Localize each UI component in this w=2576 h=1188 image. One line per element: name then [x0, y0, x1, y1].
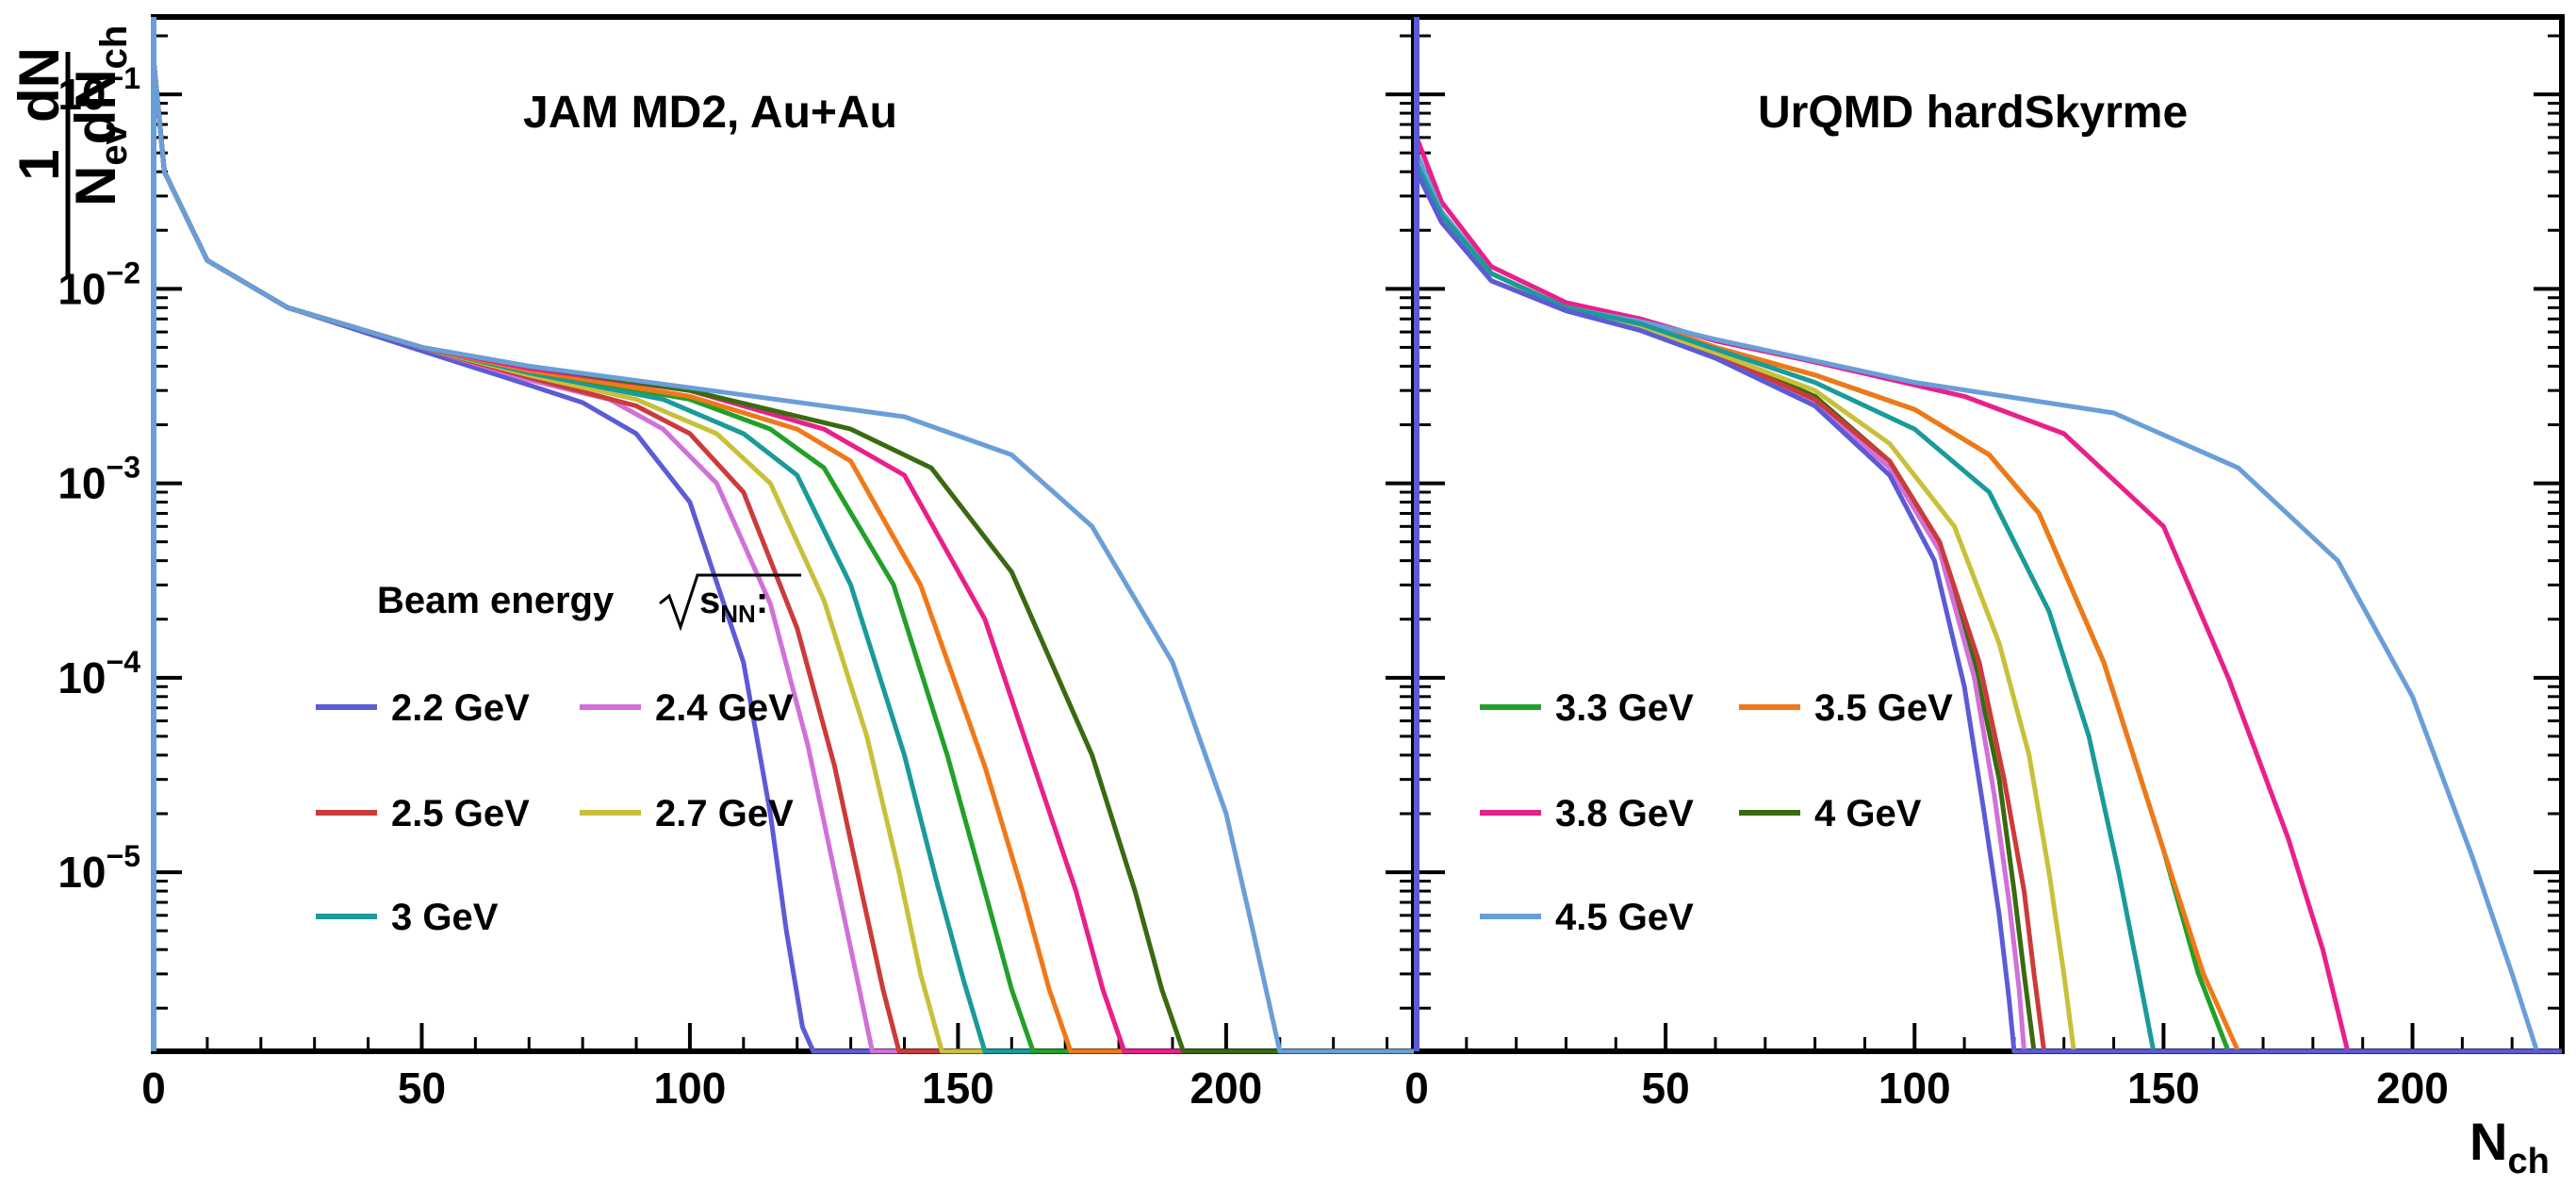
- x-tick-label: 0: [1404, 1064, 1429, 1113]
- panel-title-left: JAM MD2, Au+Au: [523, 88, 897, 138]
- y-tick-label: 10−4: [57, 645, 140, 702]
- legend-left: 2.2 GeV 2.4 GeV 2.5 GeV 2.7 GeV 3 GeV: [316, 687, 794, 938]
- x-tick-label: 100: [654, 1064, 727, 1113]
- y-axis-title-numerator-2: dN: [8, 47, 71, 123]
- legend-label: 3.8 GeV: [1555, 793, 1694, 834]
- legend-label: 3.3 GeV: [1555, 687, 1694, 729]
- legend-label: 4 GeV: [1814, 793, 1922, 834]
- x-tick-label: 50: [1642, 1064, 1690, 1113]
- legend-header-text: Beam energy: [377, 580, 615, 621]
- y-axis-title: 1 Nev: [8, 52, 135, 278]
- x-tick-label: 150: [2127, 1064, 2200, 1113]
- legend-label: 3.5 GeV: [1814, 687, 1953, 729]
- legend-label: 2.7 GeV: [655, 793, 794, 834]
- legend-label: 4.5 GeV: [1555, 897, 1694, 938]
- x-tick-label: 200: [1190, 1064, 1262, 1113]
- y-axis-title-denominator-2: dNch: [64, 25, 135, 145]
- y-tick-label: 10−3: [57, 451, 140, 508]
- legend-label: 2.2 GeV: [391, 687, 530, 729]
- x-tick-label: 100: [1879, 1064, 1951, 1113]
- series-line-4-5-gev: [151, 59, 1414, 1054]
- legend-header-s: sNN:: [699, 580, 768, 628]
- series-line-2-2-gev: [151, 59, 1414, 1054]
- y-axis-title-right: dN dNch: [8, 25, 135, 145]
- y-tick-label: 10−1: [57, 61, 140, 119]
- series-line-3-gev: [1414, 162, 2562, 1054]
- panel-title-right: UrQMD hardSkyrme: [1758, 88, 2188, 138]
- sqrt-symbol-icon: [659, 573, 801, 632]
- y-tick-label: 10−2: [57, 256, 140, 313]
- y-axis-title-numerator: 1: [8, 149, 71, 180]
- x-tick-label: 150: [922, 1064, 994, 1113]
- legend-header: Beam energy sNN:: [377, 573, 801, 632]
- y-axis-title-denominator: Nev: [64, 123, 135, 206]
- x-tick-label: 0: [141, 1064, 166, 1113]
- panel-left: 0 50 100 150 200 10−1 10−2 10−3 10−4 10−5: [57, 14, 1417, 1113]
- y-tick-label: 10−5: [57, 839, 140, 897]
- x-axis-title: Nch: [2469, 1112, 2550, 1181]
- series-line-2-2-gev: [1414, 171, 2562, 1054]
- legend-label: 2.5 GeV: [391, 793, 530, 834]
- legend-label: 2.4 GeV: [655, 687, 794, 729]
- panel-right: 0 50 100 150 200: [1404, 14, 2565, 1113]
- legend-label: 3 GeV: [391, 897, 499, 938]
- x-tick-label: 50: [398, 1064, 446, 1113]
- x-tick-label: 200: [2376, 1064, 2449, 1113]
- legend-right: 3.3 GeV 3.5 GeV 3.8 GeV 4 GeV 4.5 GeV: [1480, 687, 1953, 938]
- series-line-3-8-gev: [1414, 136, 2562, 1054]
